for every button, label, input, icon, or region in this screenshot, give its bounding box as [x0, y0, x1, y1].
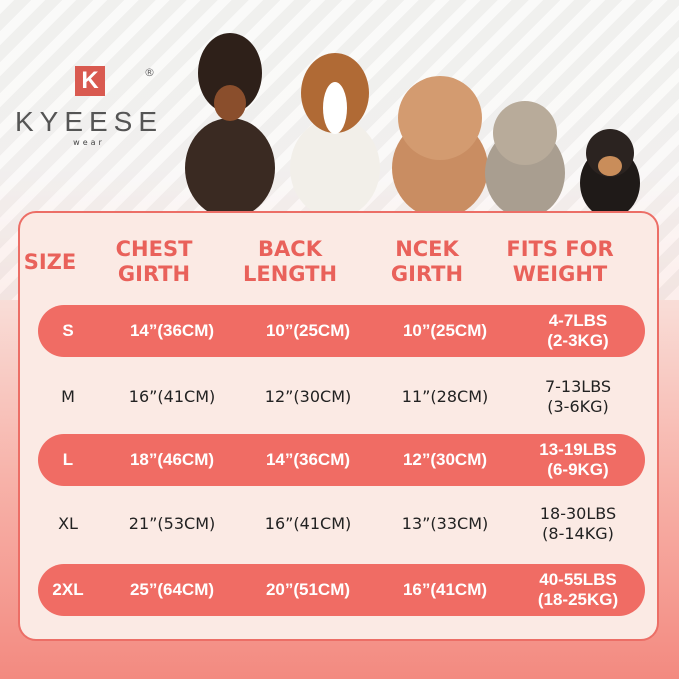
- header-line: NCEK: [395, 237, 459, 261]
- chest-cell: 21”(53CM): [128, 514, 216, 533]
- weight-cell: 4-7LBS (2-3KG): [547, 305, 608, 357]
- weight-lbs: 13-19LBS: [539, 440, 617, 459]
- header-line: GIRTH: [390, 262, 464, 286]
- neck-cell: 13”(33CM): [401, 514, 489, 533]
- table-row: L 18”(46CM) 14”(36CM) 12”(30CM) 13-19LBS (6-9…: [38, 434, 645, 486]
- column-header: NCEK GIRTH: [391, 235, 463, 289]
- header-line: FITS FOR: [506, 237, 614, 261]
- neck-cell: 12”(30CM): [402, 450, 488, 469]
- weight-cell: 13-19LBS (6-9KG): [539, 434, 616, 486]
- table-row: 2XL 25”(64CM) 20”(51CM) 16”(41CM) 40-55LBS (1…: [38, 564, 645, 616]
- brand-name: KYEESE: [14, 106, 164, 137]
- column-header: BACK LENGTH: [243, 235, 337, 289]
- column-header: FITS FOR WEIGHT: [506, 235, 613, 289]
- weight-kg: (18-25KG): [537, 590, 619, 609]
- table-row: M 16”(41CM) 12”(30CM) 11”(28CM) 7-13LBS (3-6K…: [38, 371, 645, 423]
- header-line: BACK: [258, 237, 322, 261]
- weight-kg: (8-14KG): [542, 524, 614, 543]
- weight-kg: (2-3KG): [547, 331, 609, 350]
- schnauzer-image: [485, 101, 565, 213]
- header-line: GIRTH: [117, 262, 191, 286]
- table-header: SIZE CHEST GIRTH BACK LENGTH NCEK GIRTH FITS FO…: [20, 235, 657, 289]
- back-cell: 10”(25CM): [265, 321, 351, 340]
- back-cell: 12”(30CM): [264, 387, 352, 406]
- size-cell: M: [61, 387, 75, 406]
- size-chart-panel: SIZE CHEST GIRTH BACK LENGTH NCEK GIRTH FITS FO…: [18, 211, 659, 641]
- header-line: SIZE: [23, 249, 77, 274]
- back-cell: 16”(41CM): [264, 514, 352, 533]
- header-line: CHEST: [115, 237, 193, 261]
- header-line: LENGTH: [242, 262, 338, 286]
- dogs-photo: [185, 33, 640, 213]
- size-cell: 2XL: [52, 580, 84, 599]
- weight-cell: 40-55LBS (18-25KG): [538, 564, 618, 616]
- table-row: S 14”(36CM) 10”(25CM) 10”(25CM) 4-7LBS (2-3KG…: [38, 305, 645, 357]
- column-header: CHEST GIRTH: [116, 235, 193, 289]
- weight-lbs: 4-7LBS: [548, 311, 608, 330]
- weight-kg: (3-6KG): [547, 397, 609, 416]
- neck-cell: 16”(41CM): [402, 580, 488, 599]
- column-header: SIZE: [24, 235, 77, 289]
- neck-cell: 10”(25CM): [402, 321, 488, 340]
- chihuahua-image: [580, 129, 640, 213]
- brand-logo: K ® KYEESE wear: [14, 66, 164, 147]
- weight-cell: 18-30LBS (8-14KG): [540, 498, 616, 550]
- header-line: WEIGHT: [512, 262, 608, 286]
- weight-cell: 7-13LBS (3-6KG): [545, 371, 611, 423]
- weight-lbs: 18-30LBS: [539, 504, 617, 523]
- table-row: XL 21”(53CM) 16”(41CM) 13”(33CM) 18-30LBS (8-…: [38, 498, 645, 550]
- chest-cell: 16”(41CM): [128, 387, 216, 406]
- beagle-image: [290, 53, 380, 213]
- size-cell: XL: [58, 514, 78, 533]
- size-cell: S: [62, 321, 74, 340]
- chest-cell: 25”(64CM): [129, 580, 215, 599]
- weight-lbs: 7-13LBS: [544, 377, 612, 396]
- poodle-image: [392, 76, 488, 213]
- logo-mark: K: [75, 66, 105, 96]
- chest-cell: 14”(36CM): [129, 321, 215, 340]
- neck-cell: 11”(28CM): [401, 387, 489, 406]
- registered-mark: ®: [144, 66, 155, 79]
- size-cell: L: [62, 450, 74, 469]
- brand-sub: wear: [73, 138, 105, 147]
- doberman-image: [185, 33, 275, 213]
- weight-kg: (6-9KG): [547, 460, 609, 479]
- chest-cell: 18”(46CM): [129, 450, 215, 469]
- back-cell: 14”(36CM): [265, 450, 351, 469]
- weight-lbs: 40-55LBS: [539, 570, 617, 589]
- back-cell: 20”(51CM): [265, 580, 351, 599]
